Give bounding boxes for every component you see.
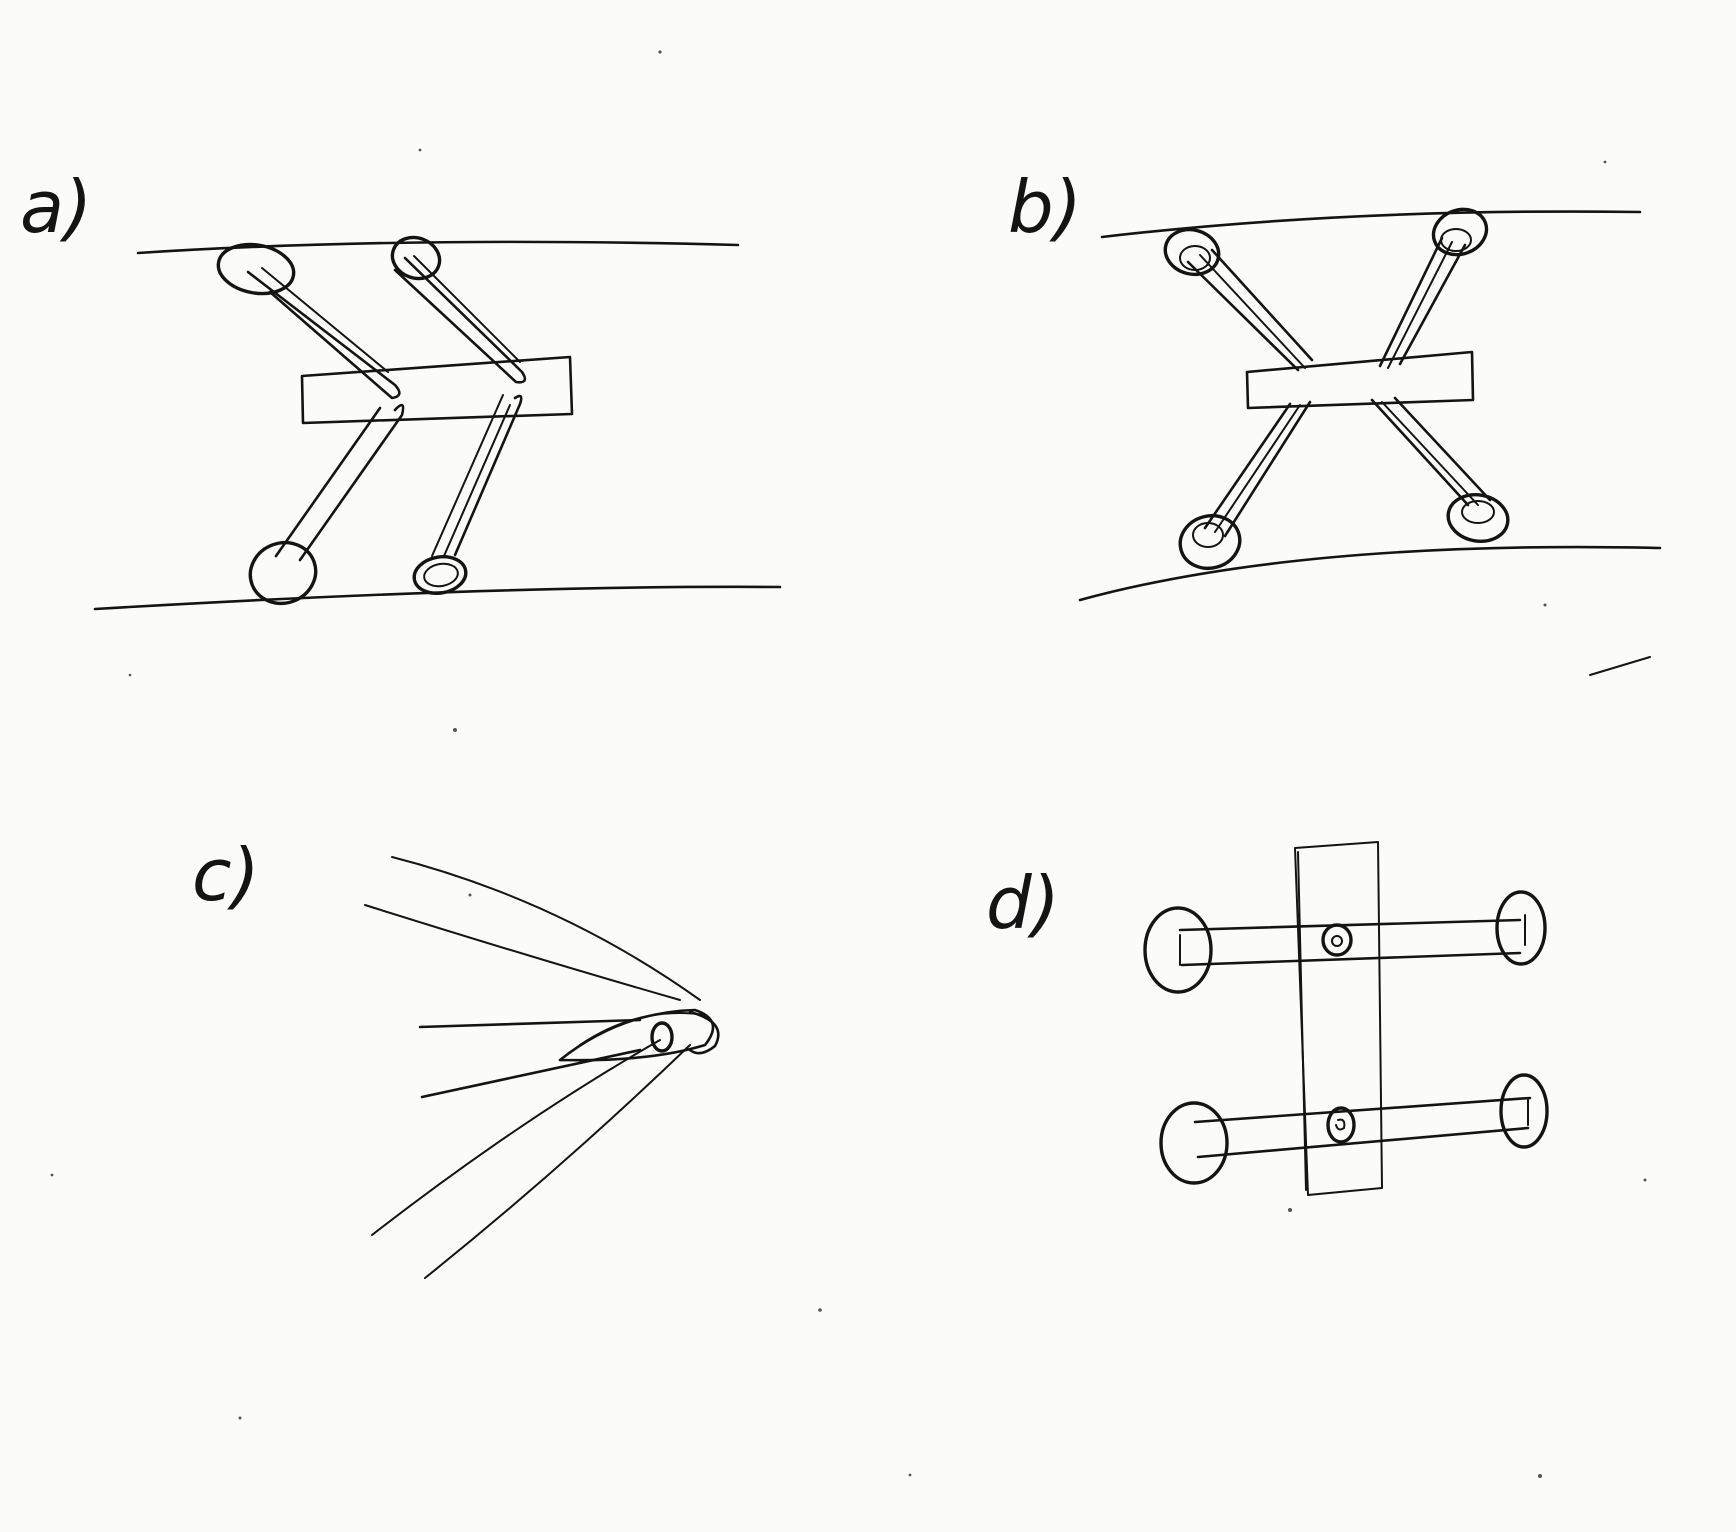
upper-surface-line — [1100, 210, 1642, 239]
limb-lower-2 — [424, 1044, 691, 1279]
upper-surface-line — [136, 240, 740, 255]
upper-right-leg — [1378, 207, 1489, 369]
upper-right-foot-pad — [390, 235, 442, 281]
lower-axle-pin — [1326, 1106, 1356, 1144]
upper-left-leg — [1163, 227, 1314, 372]
panel-b-label: b) — [1008, 165, 1082, 249]
panel-a: a) — [20, 165, 782, 611]
lower-left-foot-pad — [248, 540, 318, 606]
limb-upper-2 — [364, 904, 681, 1001]
panel-c-label: c) — [192, 833, 260, 917]
upper-axle — [1143, 890, 1547, 994]
body-bar — [300, 355, 574, 425]
upper-left-foot-pad — [1163, 227, 1221, 277]
lower-left-wheel — [1159, 1101, 1229, 1185]
lower-left-leg — [1178, 400, 1312, 570]
panel-a-label: a) — [20, 165, 92, 249]
upper-right-foot-pad — [1431, 207, 1489, 257]
limb-middle-2 — [420, 1048, 642, 1099]
panel-d-label: d) — [986, 861, 1060, 945]
panel-c: c) — [192, 833, 720, 1279]
lower-surface-line — [1078, 545, 1662, 602]
lower-right-leg — [412, 394, 523, 595]
lower-right-foot-pad — [1446, 493, 1510, 543]
limb-lower-1 — [371, 1039, 661, 1236]
lower-right-leg — [1370, 396, 1510, 543]
lower-right-foot-pad — [412, 555, 468, 595]
panel-b: b) — [1008, 165, 1662, 602]
paper-specks — [50, 50, 1651, 1478]
lower-left-leg — [248, 403, 405, 606]
limb-middle-1 — [418, 1018, 642, 1029]
upper-right-leg — [390, 235, 527, 384]
pivot-pin — [650, 1021, 674, 1053]
upper-right-wheel — [1495, 890, 1547, 966]
pivot-joint — [558, 1008, 720, 1062]
lower-left-foot-pad — [1178, 514, 1242, 570]
upper-left-leg — [216, 242, 401, 400]
limb-upper-1 — [391, 856, 701, 1001]
upper-left-foot-pad — [216, 242, 296, 296]
upper-left-wheel — [1143, 906, 1213, 994]
upper-axle-pin — [1321, 923, 1353, 957]
stray-mark — [1589, 656, 1651, 676]
body-bar — [1245, 350, 1475, 410]
lower-axle — [1159, 1073, 1549, 1185]
lower-right-wheel — [1499, 1073, 1549, 1149]
lower-surface-line — [93, 585, 782, 611]
panel-d: d) — [986, 841, 1549, 1196]
